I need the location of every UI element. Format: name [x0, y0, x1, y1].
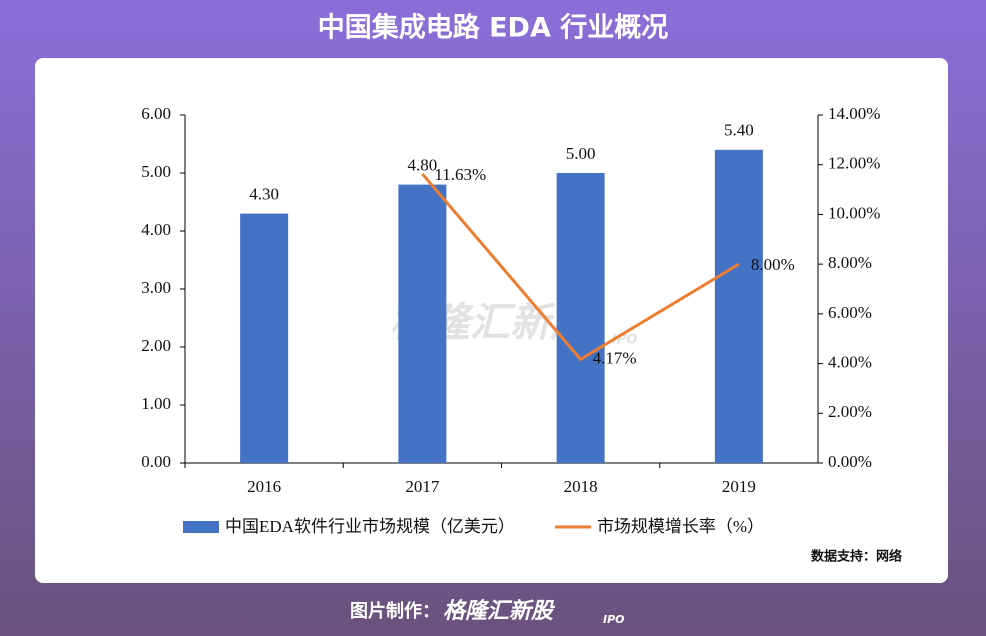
bar [240, 213, 289, 463]
y2-tick-label: 10.00% [828, 203, 880, 222]
line-label: 11.63% [434, 165, 486, 184]
legend-label: 中国EDA软件行业市场规模（亿美元） [225, 517, 515, 536]
y-tick-label: 1.00 [141, 394, 171, 413]
bar-label: 4.30 [249, 185, 279, 204]
x-tick-label: 2018 [564, 477, 598, 496]
x-tick-label: 2019 [722, 477, 756, 496]
line [421, 172, 740, 362]
source: 数据支持：网络 [811, 549, 902, 565]
watermark-sub: IPO [612, 333, 637, 348]
legend-label: 市场规模增长率（%） [597, 517, 764, 536]
legend-swatch [183, 521, 219, 533]
y-tick-label: 2.00 [141, 336, 171, 355]
y2-tick-label: 8.00% [828, 253, 872, 272]
x-tick-label: 2016 [247, 477, 281, 496]
y-tick-label: 3.00 [141, 278, 171, 297]
y2-tick-label: 2.00% [828, 402, 872, 421]
footer-label: 图片制作： [350, 600, 440, 622]
y2-tick-label: 12.00% [828, 154, 880, 173]
page-title: 中国集成电路 EDA 行业概况 [318, 12, 669, 44]
bar-label: 4.80 [408, 156, 438, 175]
y2-tick-label: 0.00% [828, 452, 872, 471]
footer-brand: 格隆汇新股 [443, 598, 556, 624]
bar-label: 5.40 [724, 121, 754, 140]
bar [398, 184, 447, 463]
y2-tick-label: 4.00% [828, 352, 872, 371]
y-tick-label: 0.00 [141, 452, 171, 471]
footer-sub: IPO [603, 613, 625, 626]
y-tick-label: 4.00 [141, 220, 171, 239]
y-tick-label: 6.00 [141, 104, 171, 123]
y-tick-label: 5.00 [141, 162, 171, 181]
line-label: 4.17% [593, 348, 637, 367]
y2-tick-label: 6.00% [828, 303, 872, 322]
line-label: 8.00% [751, 255, 795, 274]
x-tick-label: 2017 [405, 477, 440, 496]
bar-label: 5.00 [566, 144, 596, 163]
bar [714, 149, 763, 464]
y2-tick-label: 14.00% [828, 104, 880, 123]
bar [556, 173, 605, 463]
